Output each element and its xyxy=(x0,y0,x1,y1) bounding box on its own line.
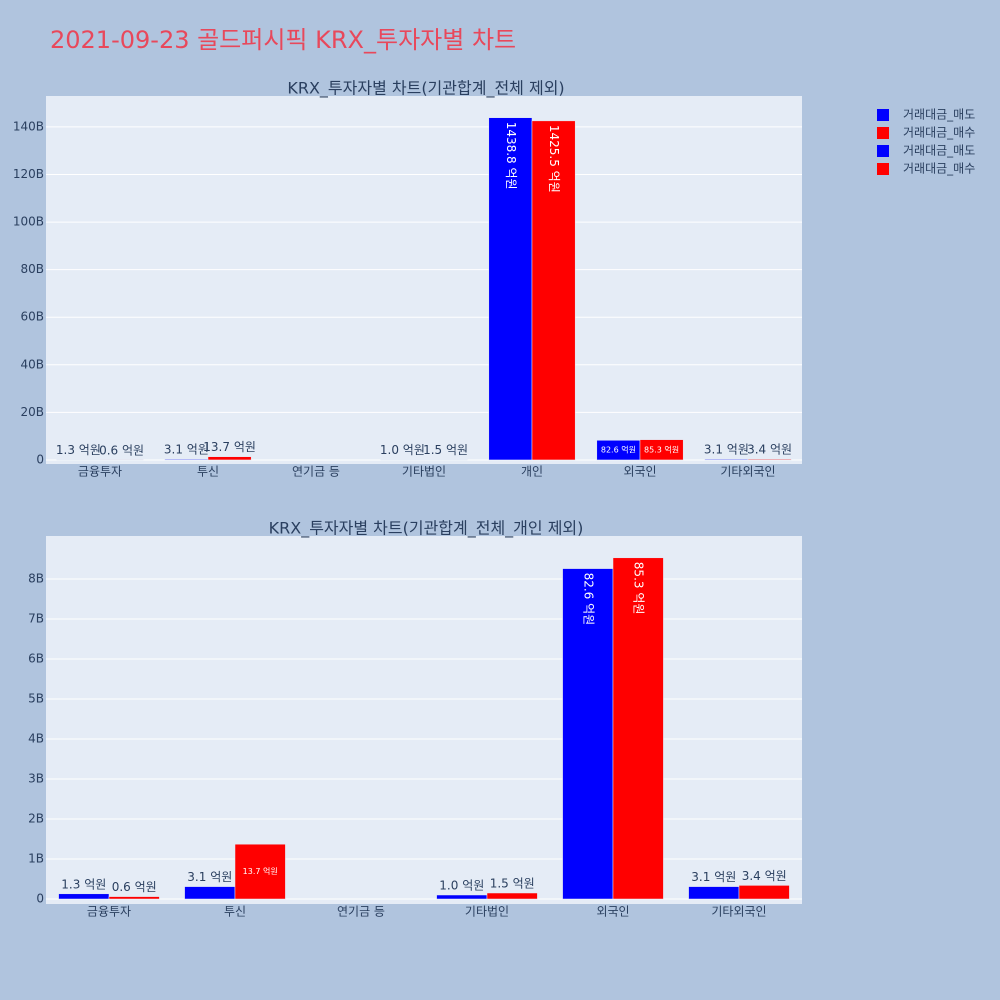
x-tick-label: 개인 xyxy=(521,465,543,479)
y-tick-label: 60B xyxy=(20,310,44,324)
legend-swatch xyxy=(877,127,889,139)
value-label: 13.7 억원 xyxy=(243,866,278,876)
y-tick-label: 100B xyxy=(13,215,44,229)
value-label: 3.1 억원 xyxy=(164,443,209,457)
value-label: 3.1 억원 xyxy=(187,870,232,884)
bar xyxy=(234,843,286,900)
bar xyxy=(531,120,576,461)
value-label: 13.7 억원 xyxy=(203,440,256,454)
x-tick-label: 기타법인 xyxy=(402,465,446,479)
bar xyxy=(688,886,740,900)
x-tick-label: 금융투자 xyxy=(87,905,131,919)
y-tick-label: 0 xyxy=(36,892,44,906)
bar xyxy=(486,892,538,900)
bar xyxy=(562,568,614,900)
legend-label: 거래대금_매수 xyxy=(903,126,975,140)
value-label: 3.1 억원 xyxy=(691,870,736,884)
bar xyxy=(639,439,684,461)
value-label: 1.3 억원 xyxy=(61,877,106,891)
value-label: 85.3 억원 xyxy=(632,562,646,615)
bar xyxy=(612,557,664,900)
legend-label: 거래대금_매도 xyxy=(903,108,975,122)
x-tick-label: 기타외국인 xyxy=(720,465,775,479)
bar xyxy=(164,458,209,461)
legend-swatch xyxy=(877,163,889,175)
value-label: 1.3 억원 xyxy=(56,443,101,457)
value-label: 82.6 억원 xyxy=(581,573,595,626)
y-tick-label: 7B xyxy=(28,612,44,626)
y-tick-label: 2B xyxy=(28,812,44,826)
x-tick-label: 외국인 xyxy=(623,465,656,479)
value-label: 85.3 억원 xyxy=(644,444,679,454)
y-tick-label: 1B xyxy=(28,852,44,866)
value-label: 1.0 억원 xyxy=(439,879,484,893)
y-tick-label: 140B xyxy=(13,119,44,133)
value-label: 0.6 억원 xyxy=(112,880,157,894)
value-label: 0.6 억원 xyxy=(99,443,144,457)
value-label: 1.5 억원 xyxy=(423,443,468,457)
y-tick-label: 0 xyxy=(36,452,44,466)
y-tick-label: 5B xyxy=(28,692,44,706)
y-tick-label: 8B xyxy=(28,572,44,586)
value-label: 3.1 억원 xyxy=(704,443,749,457)
y-tick-label: 120B xyxy=(13,167,44,181)
value-label: 1.0 억원 xyxy=(380,443,425,457)
legend-label: 거래대금_매수 xyxy=(903,162,975,176)
value-label: 1425.5 억원 xyxy=(547,125,561,193)
value-label: 1.5 억원 xyxy=(490,877,535,891)
x-tick-label: 연기금 등 xyxy=(337,905,385,919)
y-tick-label: 80B xyxy=(20,262,44,276)
plot-area xyxy=(46,536,802,904)
bar xyxy=(747,458,792,461)
x-tick-label: 연기금 등 xyxy=(292,465,340,479)
y-tick-label: 3B xyxy=(28,772,44,786)
chart-title: KRX_투자자별 차트(기관합계_전체 제외) xyxy=(287,79,564,99)
value-label: 82.6 억원 xyxy=(601,445,636,455)
bar xyxy=(738,885,790,900)
y-tick-label: 20B xyxy=(20,405,44,419)
y-tick-label: 6B xyxy=(28,652,44,666)
x-tick-label: 투신 xyxy=(224,905,246,919)
x-tick-label: 외국인 xyxy=(596,905,629,919)
x-tick-label: 기타법인 xyxy=(465,905,509,919)
value-label: 1438.8 억원 xyxy=(504,122,518,190)
legend-label: 거래대금_매도 xyxy=(903,144,975,158)
y-tick-label: 40B xyxy=(20,357,44,371)
x-tick-label: 기타외국인 xyxy=(711,905,766,919)
page-title: 2021-09-23 골드퍼시픽 KRX_투자자별 차트 xyxy=(50,26,516,54)
value-label: 3.4 억원 xyxy=(747,443,792,457)
bar xyxy=(58,893,110,900)
bar xyxy=(436,894,488,900)
bar xyxy=(108,896,160,900)
bar xyxy=(207,456,252,461)
bar xyxy=(488,117,533,461)
chart-title: KRX_투자자별 차트(기관합계_전체_개인 제외) xyxy=(269,519,584,539)
y-tick-label: 4B xyxy=(28,732,44,746)
x-tick-label: 금융투자 xyxy=(78,465,122,479)
bar xyxy=(704,458,749,461)
x-tick-label: 투신 xyxy=(197,465,219,479)
bar xyxy=(184,886,236,900)
value-label: 3.4 억원 xyxy=(742,869,787,883)
plot-area xyxy=(46,96,802,464)
legend-swatch xyxy=(877,109,889,121)
legend-swatch xyxy=(877,145,889,157)
